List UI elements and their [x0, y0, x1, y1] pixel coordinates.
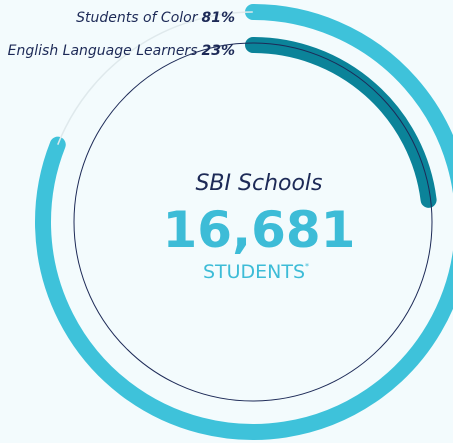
- track: [57, 11, 253, 145]
- series-label: English Language Learners 23%: [8, 43, 235, 59]
- arc-bar: [245, 37, 437, 208]
- series-label: Students of Color 81%: [76, 10, 235, 26]
- series-name: Students of Color: [76, 10, 199, 26]
- unit-text: STUDENTS: [203, 261, 305, 283]
- inner-ring: [73, 42, 433, 402]
- unit: STUDENTS*: [203, 261, 309, 283]
- value-label: 23%: [201, 43, 235, 59]
- total: 16,681: [163, 201, 356, 259]
- chart-title: SBI Schools: [195, 171, 322, 196]
- series-name: English Language Learners: [8, 43, 198, 59]
- footnote-mark: *: [305, 262, 309, 271]
- arc-bar: [35, 4, 453, 440]
- value-label: 81%: [201, 10, 235, 26]
